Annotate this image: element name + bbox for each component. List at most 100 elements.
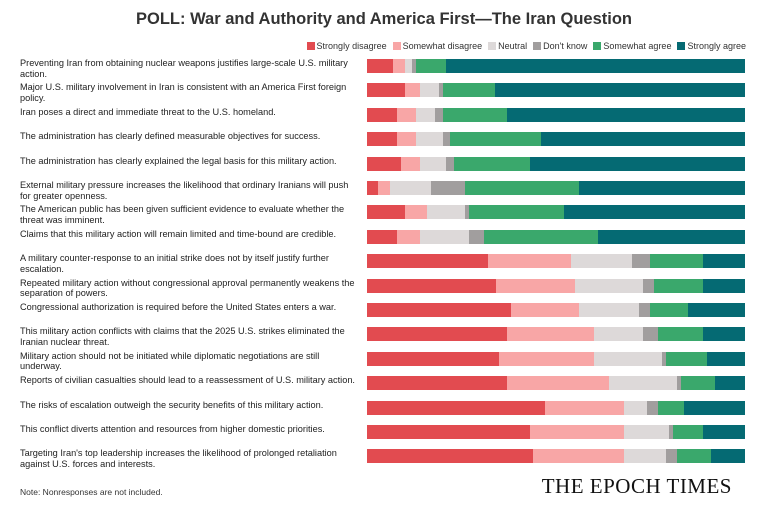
- bar-segment: [367, 303, 511, 317]
- bar-segment: [446, 156, 454, 171]
- bar-row: External military pressure increases the…: [0, 180, 768, 205]
- bar-row: The administration has clearly defined m…: [0, 131, 768, 156]
- bar-row: A military counter-response to an initia…: [0, 253, 768, 278]
- bar-segment: [661, 351, 666, 366]
- bar-segment: [673, 425, 704, 439]
- bar-segment: [593, 327, 643, 342]
- bar-segment: [404, 59, 413, 73]
- bar-segment: [529, 425, 625, 439]
- bar-segment: [438, 83, 443, 98]
- bar-segment: [665, 351, 708, 366]
- bar-segment: [707, 351, 745, 366]
- bar-row: Claims that this military action will re…: [0, 229, 768, 254]
- bar-segment: [680, 376, 715, 391]
- bar-segment: [676, 376, 681, 391]
- stacked-bar: [367, 181, 745, 195]
- bar-segment: [529, 156, 745, 171]
- stacked-bar: [367, 376, 745, 391]
- bar-segment: [571, 254, 632, 269]
- bar-segment: [367, 327, 507, 342]
- bar-segment: [419, 156, 447, 171]
- bar-segment: [506, 376, 609, 391]
- bar-segment: [624, 400, 647, 415]
- legend-swatch: [392, 42, 401, 50]
- bar-segment: [484, 229, 598, 244]
- bar-segment: [597, 229, 745, 244]
- bar-segment: [367, 400, 545, 415]
- bar-segment: [688, 303, 745, 317]
- category-label: This conflict diverts attention and reso…: [20, 424, 325, 434]
- bar-segment: [367, 181, 379, 195]
- stacked-bar: [367, 449, 745, 464]
- bar-segment: [540, 132, 745, 147]
- bar-segment: [442, 83, 496, 98]
- legend-swatch: [306, 42, 315, 50]
- bar-segment: [378, 181, 390, 195]
- bar-segment: [367, 254, 488, 269]
- bar-segment: [367, 132, 398, 147]
- category-label: External military pressure increases the…: [20, 180, 349, 201]
- legend-item: Neutral: [488, 41, 527, 51]
- legend-label: Neutral: [498, 41, 528, 51]
- bar-segment: [658, 400, 685, 415]
- bar-segment: [642, 327, 659, 342]
- bar-segment: [404, 205, 428, 220]
- stacked-bar: [367, 400, 745, 415]
- bar-segment: [465, 181, 579, 195]
- stacked-bar: [367, 327, 745, 342]
- bar-segment: [401, 156, 420, 171]
- bar-segment: [435, 107, 443, 122]
- bar-segment: [397, 132, 417, 147]
- legend-swatch: [677, 42, 686, 50]
- bar-segment: [442, 132, 451, 147]
- bar-segment: [367, 107, 398, 122]
- category-label: Repeated military action without congres…: [20, 277, 355, 299]
- bar-segment: [684, 400, 745, 415]
- bar-segment: [487, 254, 572, 269]
- bar-segment: [578, 181, 745, 195]
- bar-row: The risks of escalation outweigh the sec…: [0, 400, 768, 425]
- legend: Strongly disagree Somewhat disagree Neutra…: [306, 41, 746, 51]
- category-label: Major U.S. military involvement in Iran …: [20, 82, 347, 103]
- bar-segment: [367, 376, 507, 391]
- legend-label: Don't know: [543, 41, 588, 51]
- bar-segment: [608, 376, 677, 391]
- bar-segment: [416, 107, 436, 122]
- category-label: The administration has clearly defined m…: [20, 131, 321, 142]
- bar-segment: [495, 83, 745, 98]
- bar-segment: [593, 351, 662, 366]
- bar-segment: [367, 205, 405, 220]
- bar-segment: [574, 278, 643, 293]
- bar-row: This military action conflicts with clai…: [0, 326, 768, 351]
- stacked-bar: [367, 229, 745, 244]
- bar-segment: [367, 351, 500, 366]
- category-label: Preventing Iran from obtaining nuclear w…: [20, 58, 348, 79]
- stacked-bar: [367, 351, 745, 366]
- bar-segment: [393, 59, 405, 73]
- bar-segment: [650, 303, 689, 317]
- chart-title: POLL: War and Authority and America Firs…: [136, 10, 632, 28]
- bar-segment: [714, 376, 745, 391]
- bar-segment: [646, 400, 659, 415]
- footnote: Note: Nonresponses are not included.: [20, 487, 163, 497]
- legend-swatch: [593, 42, 602, 50]
- bar-segment: [367, 59, 394, 73]
- bar-segment: [412, 59, 417, 73]
- category-label: The administration has clearly explained…: [20, 155, 337, 166]
- bar-segment: [676, 449, 711, 464]
- bar-segment: [442, 107, 507, 122]
- bar-segment: [533, 449, 625, 464]
- bar-segment: [367, 278, 496, 293]
- bar-segment: [650, 254, 704, 269]
- bar-segment: [703, 327, 745, 342]
- bar-segment: [465, 205, 470, 220]
- stacked-bar: [367, 156, 745, 171]
- bar-segment: [703, 278, 745, 293]
- stacked-bar: [367, 83, 745, 98]
- legend-label: Strongly agree: [687, 41, 746, 51]
- bar-row: This conflict diverts attention and reso…: [0, 424, 768, 449]
- stacked-bar: [367, 107, 745, 122]
- bar-row: Iran poses a direct and immediate threat…: [0, 107, 768, 132]
- bar-segment: [469, 205, 564, 220]
- bar-segment: [658, 327, 704, 342]
